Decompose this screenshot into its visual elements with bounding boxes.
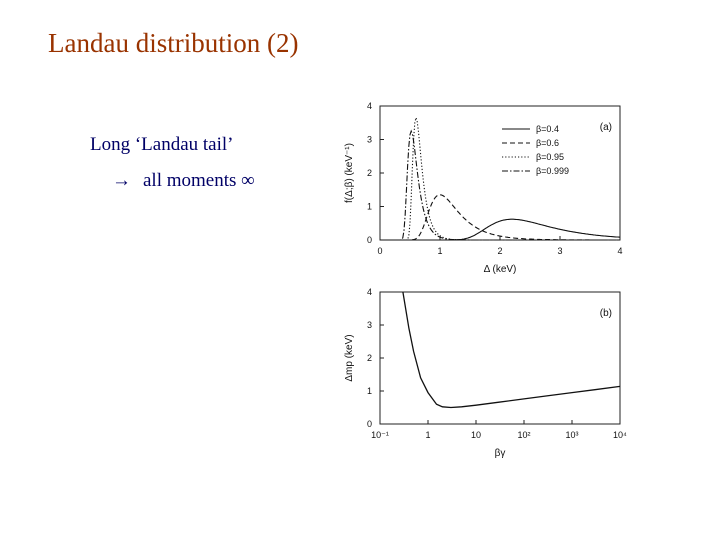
- panel-b-chart: 10⁻¹ 1 10 10² 10³ 10⁴ 0 1 2 3 4 βγ Δmp (keV) (b): [344, 287, 627, 459]
- bullet-all-moments-text: all moments ∞: [143, 170, 255, 191]
- arrow-icon: →: [112, 170, 131, 191]
- x-axis-label: Δ (keV): [484, 264, 517, 275]
- x-tick-label: 10: [471, 430, 481, 440]
- y-tick-label: 4: [367, 101, 372, 111]
- legend-entry: β=0.4: [536, 124, 559, 134]
- x-tick-label: 1: [437, 246, 442, 256]
- series-line-0: [380, 218, 621, 241]
- landau-figure: 0 1 2 3 4 0 1 2 3 4 Δ (keV) f(Δ;β) (keV⁻¹) (a) β=0.4 β…: [344, 101, 627, 459]
- slide-title: Landau distribution (2): [48, 28, 299, 58]
- x-tick-label: 0: [377, 246, 382, 256]
- plot-frame: [379, 105, 621, 241]
- legend-entry: β=0.999: [536, 166, 569, 176]
- legend-entry: β=0.95: [536, 152, 564, 162]
- panel-label: (b): [600, 308, 612, 319]
- y-tick-label: 1: [367, 202, 372, 212]
- x-tick-label: 10³: [565, 430, 578, 440]
- x-tick-label: 3: [557, 246, 562, 256]
- panel-a-chart: 0 1 2 3 4 0 1 2 3 4 Δ (keV) f(Δ;β) (keV⁻¹) (a) β=0.4 β…: [344, 101, 623, 275]
- series-line-0: [402, 291, 621, 409]
- y-tick-label: 2: [367, 168, 372, 178]
- legend-entry: β=0.6: [536, 138, 559, 148]
- x-tick-label: 2: [497, 246, 502, 256]
- bullet-landau-tail: Long ‘Landau tail’: [90, 134, 234, 155]
- y-axis-label: f(Δ;β) (keV⁻¹): [344, 143, 355, 203]
- y-tick-label: 0: [367, 419, 372, 429]
- series-line-3: [380, 129, 620, 241]
- x-tick-label: 10⁻¹: [371, 430, 389, 440]
- y-tick-label: 3: [367, 135, 372, 145]
- x-tick-label: 1: [425, 430, 430, 440]
- y-tick-label: 0: [367, 235, 372, 245]
- bullet-all-moments: → all moments ∞: [112, 170, 255, 192]
- y-tick-label: 2: [367, 353, 372, 363]
- x-axis-label: βγ: [495, 448, 506, 459]
- y-tick-label: 3: [367, 320, 372, 330]
- y-tick-label: 1: [367, 386, 372, 396]
- panel-label: (a): [600, 122, 612, 133]
- x-tick-label: 10⁴: [613, 430, 627, 440]
- x-tick-label: 10²: [517, 430, 530, 440]
- y-tick-label: 4: [367, 287, 372, 297]
- y-axis-label: Δmp (keV): [344, 334, 355, 381]
- x-tick-label: 4: [617, 246, 622, 256]
